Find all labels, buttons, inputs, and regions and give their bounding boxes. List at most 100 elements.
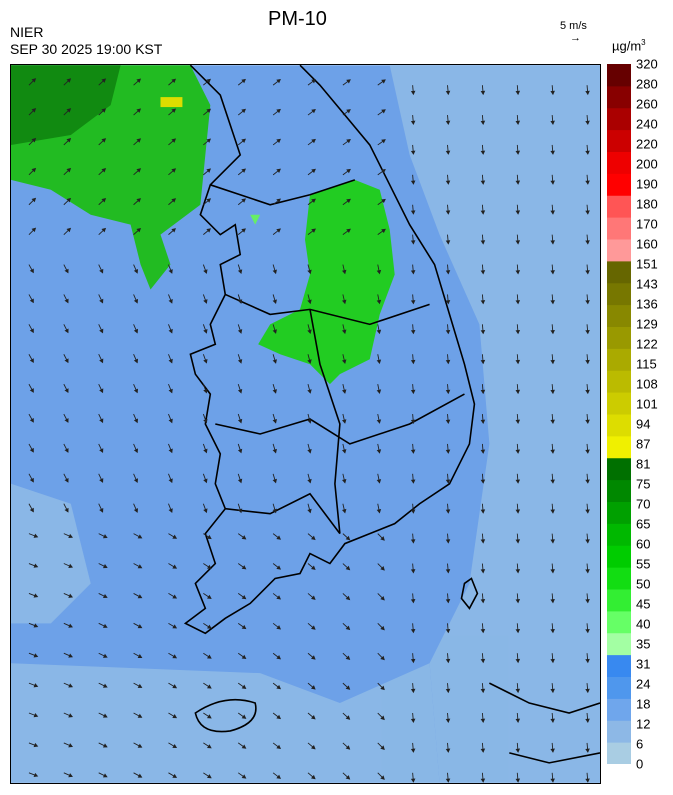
- wind-arrow-head: [346, 109, 351, 114]
- wind-arrow-head: [137, 534, 143, 539]
- wind-arrow-head: [66, 197, 72, 203]
- wind-arrow-head: [310, 595, 316, 600]
- wind-arrow-head: [410, 509, 416, 514]
- wind-arrow-head: [171, 138, 177, 143]
- wind-arrow-head: [550, 569, 555, 574]
- wind-arrow-head: [515, 599, 521, 604]
- wind-arrow-head: [585, 509, 590, 514]
- wind-arrow-head: [345, 625, 351, 631]
- ulleung-island: [460, 577, 479, 610]
- pm10-map: [10, 64, 601, 784]
- wind-arrow-head: [207, 774, 212, 779]
- legend-tick-label: 31: [636, 656, 651, 672]
- color-legend: [607, 64, 631, 764]
- legend-swatch: [607, 523, 631, 546]
- wind-arrow-head: [376, 329, 382, 335]
- wind-arrow-head: [345, 535, 351, 541]
- wind-arrow-head: [585, 150, 590, 155]
- wind-arrow-head: [515, 150, 521, 155]
- wind-arrow-head: [237, 478, 243, 484]
- wind-arrow-head: [585, 778, 590, 783]
- wind-arrow-head: [172, 714, 178, 719]
- wind-arrow-head: [33, 593, 39, 598]
- wind-arrow-head: [410, 210, 416, 215]
- wind-arrow-head: [29, 447, 34, 453]
- wind-arrow-head: [376, 389, 382, 394]
- wind-arrow-head: [550, 180, 555, 185]
- wind-arrow-head: [445, 479, 451, 484]
- wind-arrow-head: [550, 210, 555, 215]
- legend-tick-label: 129: [636, 316, 658, 332]
- wind-arrow-head: [207, 654, 212, 659]
- legend-swatch: [607, 64, 631, 87]
- wind-arrow-head: [171, 78, 177, 84]
- wind-arrow-head: [203, 418, 208, 424]
- wind-arrow-head: [168, 299, 173, 304]
- wind-arrow-head: [66, 138, 72, 143]
- wind-arrow-head: [515, 718, 521, 723]
- legend-swatch: [607, 304, 631, 327]
- wind-arrow-head: [102, 743, 108, 748]
- wind-arrow-head: [272, 359, 277, 364]
- wind-arrow-head: [272, 508, 277, 514]
- wind-arrow-head: [307, 508, 312, 514]
- wind-arrow-head: [445, 90, 451, 96]
- legend-tick-label: 70: [636, 496, 651, 512]
- wind-arrow-head: [341, 419, 347, 424]
- wind-arrow-head: [241, 138, 246, 144]
- wind-arrow-head: [445, 449, 451, 454]
- wind-arrow-head: [345, 595, 351, 601]
- wind-arrow-head: [380, 536, 385, 541]
- high-area-central-edge: [250, 214, 261, 225]
- wind-arrow-head: [310, 744, 316, 750]
- legend-tick-label: 75: [636, 476, 651, 492]
- wind-arrow-head: [346, 198, 351, 204]
- wind-arrow-head: [376, 359, 382, 365]
- wind-arrow-head: [206, 138, 212, 143]
- high-concentration-areas: [11, 65, 395, 385]
- wind-arrow-head: [29, 268, 34, 274]
- wind-arrow-head: [241, 684, 247, 689]
- wind-arrow-head: [515, 479, 521, 484]
- wind-arrow-head: [241, 744, 247, 749]
- wind-arrow-head: [585, 658, 590, 664]
- wind-arrow-head: [237, 508, 243, 514]
- wind-arrow-head: [550, 150, 555, 155]
- wind-arrow-head: [515, 569, 521, 574]
- wind-arrow-head: [376, 299, 382, 305]
- wind-arrow-head: [33, 623, 39, 628]
- wind-arrow-head: [445, 210, 451, 215]
- wind-arrow-head: [376, 449, 382, 454]
- wind-arrow-head: [272, 418, 277, 424]
- legend-swatch: [607, 85, 631, 109]
- legend-labels: 0 6 12 18 24 31 35 40 45 50 55 60 65 70 75 81 87 94 101 108…: [636, 58, 673, 784]
- wind-arrow-head: [480, 688, 486, 694]
- wind-arrow-head: [137, 653, 143, 658]
- wind-arrow-head: [380, 595, 385, 601]
- wind-arrow-head: [376, 419, 382, 424]
- wind-arrow-head: [33, 772, 39, 778]
- wind-arrow-head: [345, 655, 351, 660]
- wind-arrow-head: [171, 168, 177, 173]
- agency-label: NIER: [10, 24, 44, 40]
- wind-arrow-head: [311, 198, 316, 203]
- wind-arrow-head: [33, 683, 39, 688]
- wind-arrow-head: [550, 329, 555, 335]
- wind-arrow-head: [341, 329, 347, 335]
- wind-arrow-head: [480, 658, 486, 664]
- wind-arrow-head: [136, 108, 142, 113]
- wind-arrow-head: [310, 715, 316, 720]
- wind-arrow-head: [133, 508, 139, 513]
- wind-arrow-head: [168, 388, 173, 394]
- wind-arrow-head: [345, 745, 351, 750]
- wind-arrow-head: [102, 564, 108, 569]
- legend-swatch: [607, 435, 631, 459]
- wind-arrow-head: [168, 478, 173, 484]
- wind-arrow-head: [480, 748, 486, 753]
- wind-arrow-head: [410, 389, 416, 395]
- wind-arrow-head: [311, 228, 316, 233]
- wind-arrow-head: [480, 389, 486, 395]
- wind-arrow-head: [585, 718, 590, 723]
- legend-swatch: [607, 173, 631, 196]
- wind-arrow-head: [276, 138, 281, 144]
